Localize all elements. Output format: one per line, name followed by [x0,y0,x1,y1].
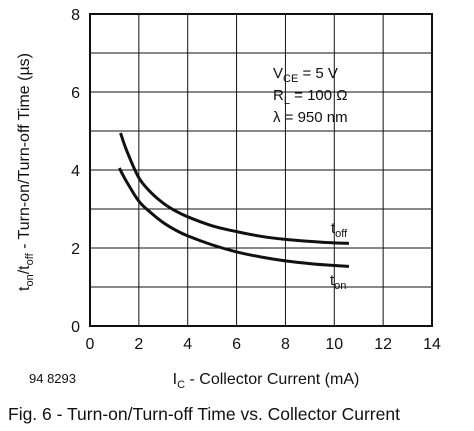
x-tick-label-4: 8 [281,336,290,353]
series-group [117,132,350,268]
x-tick-labels: 0 2 4 6 8 10 12 14 [86,336,441,353]
annotation-rl: RL = 100 Ω [273,87,347,107]
y-tick-labels: 0 2 4 6 8 [71,7,80,336]
annotation-vce: VCE = 5 V [273,65,338,85]
y-tick-label-3: 6 [71,85,80,102]
x-axis-label: IC - Collector Current (mA) [173,371,360,391]
series-line-toff [119,132,349,245]
y-tick-label-4: 8 [71,7,80,24]
y-axis-label: ton/toff - Turn-on/Turn-off Time (µs) [16,53,36,291]
series-label-ton: ton [330,272,346,292]
grid [90,14,432,326]
figure-caption: Fig. 6 - Turn-on/Turn-off Time vs. Colle… [8,404,400,424]
y-tick-label-2: 4 [71,163,80,180]
x-tick-label-1: 2 [134,336,143,353]
series-line-ton [117,167,350,268]
figure-id: 94 8293 [29,371,76,386]
y-tick-label-0: 0 [71,319,80,336]
x-tick-label-5: 10 [325,336,343,353]
x-tick-label-0: 0 [86,336,95,353]
annotation-lambda: λ = 950 nm [273,109,348,126]
x-tick-label-7: 14 [423,336,441,353]
conditions-annotation: VCE = 5 V RL = 100 Ω λ = 950 nm [273,65,348,126]
y-tick-label-1: 2 [71,241,80,258]
x-tick-label-3: 6 [232,336,241,353]
x-tick-label-2: 4 [183,336,192,353]
series-label-toff: toff [331,220,348,240]
plot-frame [89,13,433,327]
x-tick-label-6: 12 [374,336,392,353]
